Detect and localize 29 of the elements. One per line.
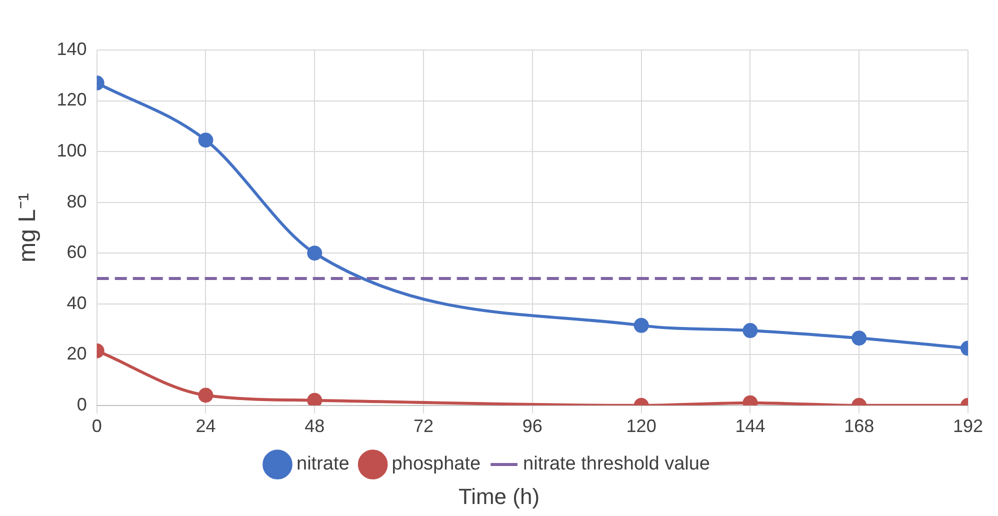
point xyxy=(634,318,649,333)
x-tick-label: 144 xyxy=(735,416,766,436)
y-tick-label: 20 xyxy=(66,344,87,364)
y-tick-label: 120 xyxy=(56,90,87,110)
x-tick-label: 48 xyxy=(304,416,325,436)
y-tick-label: 80 xyxy=(66,191,87,212)
x-tick-label: 0 xyxy=(92,416,102,436)
x-tick-label: 168 xyxy=(844,416,874,436)
x-tick-label: 192 xyxy=(952,416,984,436)
x-tick-label: 96 xyxy=(522,416,542,436)
point xyxy=(198,132,214,148)
point xyxy=(742,323,758,338)
point xyxy=(198,388,214,403)
y-tick-label: 140 xyxy=(56,38,87,59)
legend-label: nitrate xyxy=(296,454,350,475)
x-tick-label: 24 xyxy=(196,416,216,436)
x-axis-title: Time (h) xyxy=(457,484,541,510)
point xyxy=(307,246,322,261)
x-tick-label: 72 xyxy=(414,416,434,436)
y-tick-label: 100 xyxy=(56,140,87,161)
y-tick-label: 40 xyxy=(66,292,87,313)
x-tick-label: 120 xyxy=(626,416,656,436)
y-tick-label: 0 xyxy=(76,394,87,414)
point xyxy=(852,330,867,346)
y-tick-label: 60 xyxy=(66,242,87,262)
y-axis-title: mg L⁻¹ xyxy=(14,193,42,262)
point xyxy=(307,392,322,406)
legend-label: nitrate threshold value xyxy=(523,454,710,475)
legend-label: phosphate xyxy=(392,454,481,475)
